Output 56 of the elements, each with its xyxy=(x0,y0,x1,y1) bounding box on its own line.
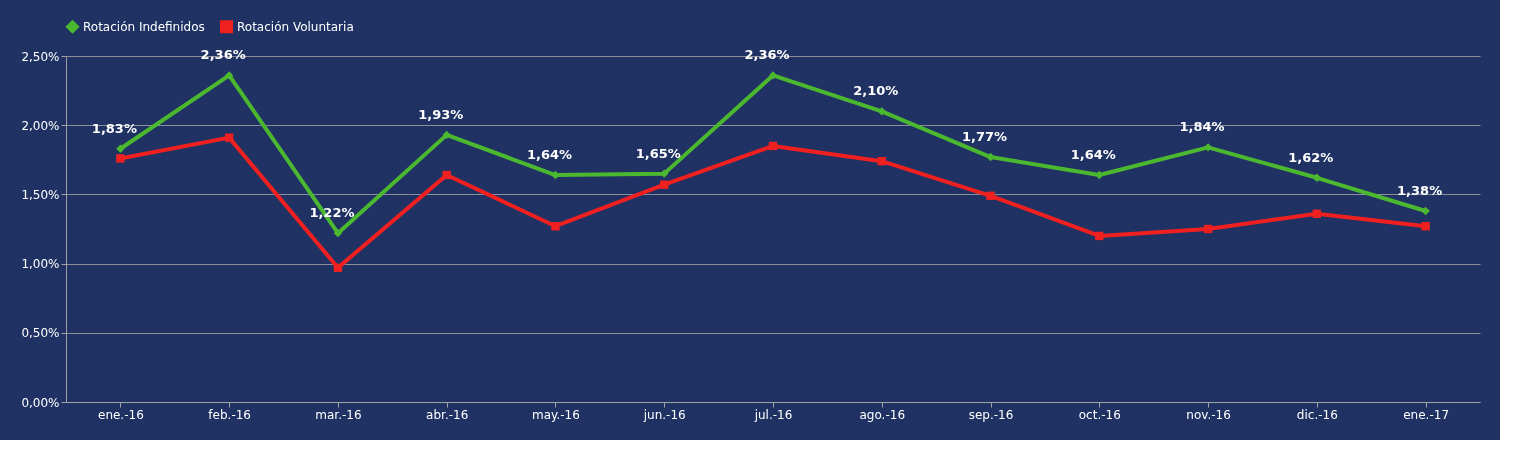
data-label: 2,36% xyxy=(744,47,790,63)
point xyxy=(1421,222,1430,231)
point xyxy=(877,157,886,166)
data-label: 1,77% xyxy=(961,129,1008,145)
x-tick-label: abr.-16 xyxy=(426,407,469,422)
point xyxy=(986,152,995,162)
x-tick-label: mar.-16 xyxy=(315,407,362,422)
point xyxy=(442,170,451,180)
x-tick-label: ago.-16 xyxy=(859,407,906,422)
data-label: 1,38% xyxy=(1397,183,1443,199)
point xyxy=(768,141,778,151)
data-label: 1,83% xyxy=(91,120,137,136)
data-label: 1,93% xyxy=(418,106,464,122)
data-label: 1,62% xyxy=(1288,149,1334,165)
point xyxy=(1203,224,1213,234)
x-tick-label: sep.-16 xyxy=(968,407,1014,422)
point xyxy=(333,228,343,238)
legend-label: Rotación Voluntaria xyxy=(237,19,354,34)
data-label: 2,10% xyxy=(853,83,899,99)
point xyxy=(116,154,125,163)
x-tick-label: oct.-16 xyxy=(1078,407,1121,422)
x-tick-label: nov.-16 xyxy=(1186,407,1231,422)
point xyxy=(1312,209,1322,218)
point xyxy=(660,180,669,189)
legend-label: Rotación Indefinidos xyxy=(83,19,205,34)
y-tick-label: 0,50% xyxy=(21,326,60,341)
x-tick-label: jun.-16 xyxy=(642,407,686,422)
y-tick-label: 1,00% xyxy=(21,257,60,272)
data-label: 1,64% xyxy=(526,147,573,163)
point xyxy=(1095,231,1104,241)
data-label: 2,36% xyxy=(200,47,246,63)
x-tick-label: ene.-17 xyxy=(1403,407,1450,422)
point xyxy=(768,71,778,80)
point xyxy=(1095,170,1104,180)
x-tick-label: ene.-16 xyxy=(97,407,144,422)
y-tick-label: 2,50% xyxy=(21,49,60,64)
point xyxy=(877,107,886,116)
point xyxy=(1203,143,1213,152)
point xyxy=(333,263,343,272)
point xyxy=(1421,206,1430,216)
x-tick-label: jul.-16 xyxy=(753,407,793,422)
y-tick-label: 0,00% xyxy=(21,395,60,410)
x-tick-label: may.-16 xyxy=(532,407,580,422)
point xyxy=(224,71,234,80)
point xyxy=(986,191,995,200)
data-label: 1,84% xyxy=(1179,119,1225,135)
data-label: 1,65% xyxy=(635,145,681,161)
x-tick-label: feb.-16 xyxy=(208,407,251,422)
data-label: 1,64% xyxy=(1070,147,1116,163)
x-tick-label: dic.-16 xyxy=(1296,407,1338,422)
point xyxy=(551,222,560,231)
point xyxy=(224,133,234,142)
point xyxy=(116,144,125,153)
y-tick-label: 1,50% xyxy=(21,187,60,202)
point xyxy=(442,130,451,140)
y-tick-label: 2,00% xyxy=(21,118,60,133)
